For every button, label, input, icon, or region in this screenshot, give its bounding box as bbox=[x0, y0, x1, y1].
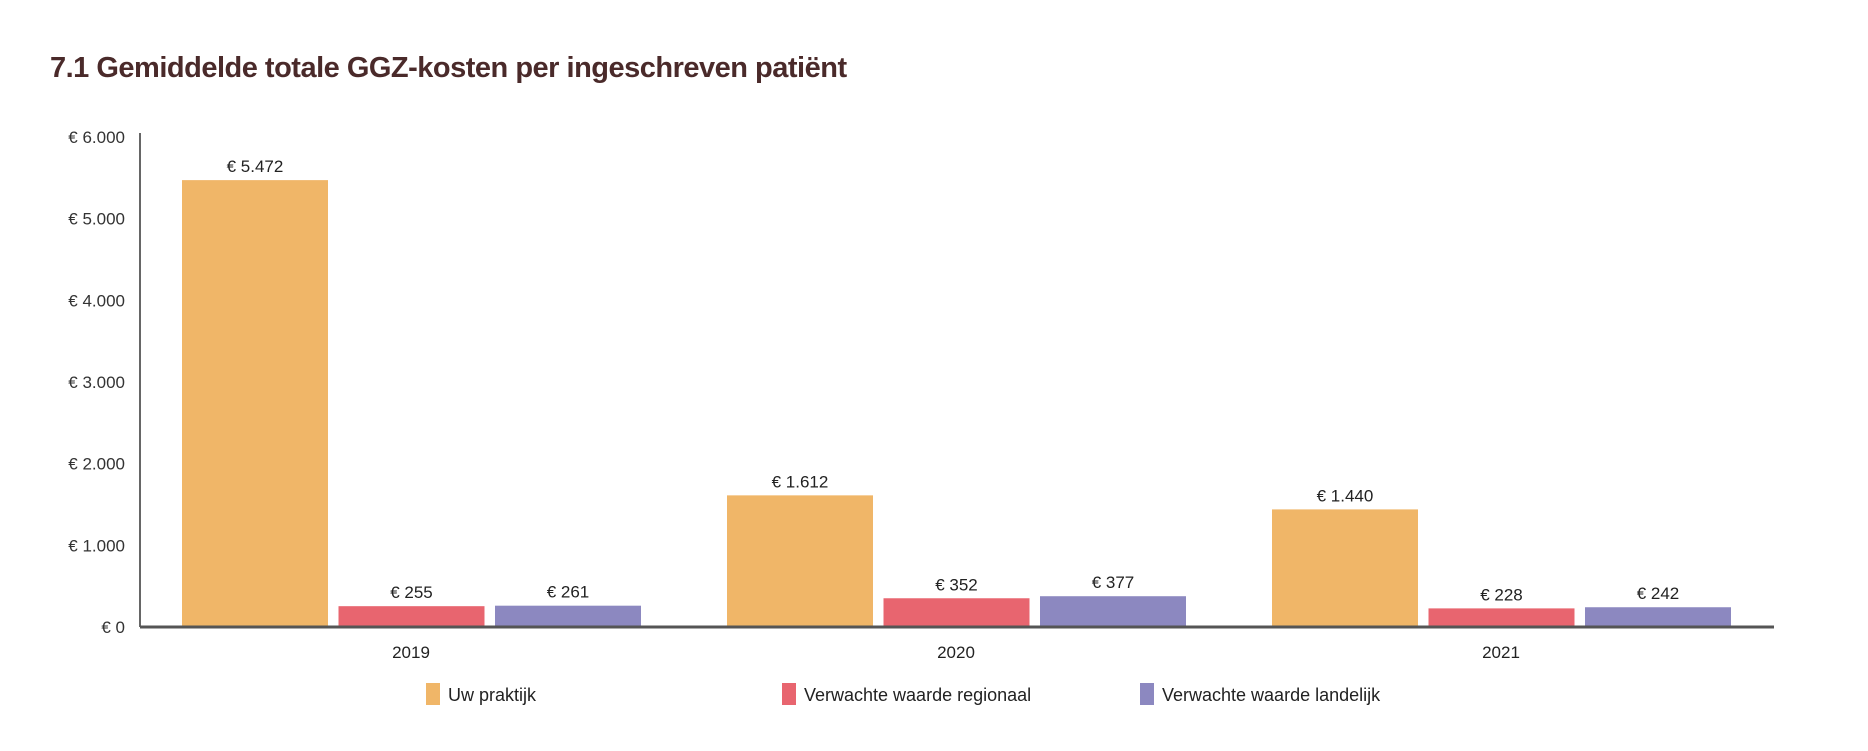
y-tick-label: € 5.000 bbox=[68, 210, 125, 229]
x-tick-label: 2020 bbox=[937, 643, 975, 662]
data-label: € 377 bbox=[1092, 573, 1135, 592]
y-tick-label: € 4.000 bbox=[68, 291, 125, 310]
data-label: € 5.472 bbox=[227, 157, 284, 176]
legend-swatch bbox=[1140, 683, 1154, 705]
y-tick-label: € 3.000 bbox=[68, 373, 125, 392]
x-tick-label: 2021 bbox=[1482, 643, 1520, 662]
chart-title: 7.1 Gemiddelde totale GGZ-kosten per ing… bbox=[50, 52, 847, 84]
bar-2021-2 bbox=[1585, 607, 1731, 627]
data-label: € 261 bbox=[547, 583, 590, 602]
data-label: € 1.440 bbox=[1317, 486, 1374, 505]
x-tick-label: 2019 bbox=[392, 643, 430, 662]
y-tick-label: € 6.000 bbox=[68, 128, 125, 147]
bar-2019-2 bbox=[495, 605, 641, 627]
y-tick-label: € 2.000 bbox=[68, 455, 125, 474]
legend-label: Uw praktijk bbox=[448, 685, 537, 705]
legend-label: Verwachte waarde regionaal bbox=[804, 685, 1031, 705]
bar-2020-0 bbox=[727, 495, 873, 627]
bar-2020-2 bbox=[1040, 596, 1186, 627]
data-label: € 352 bbox=[935, 575, 978, 594]
bar-2021-1 bbox=[1428, 608, 1575, 627]
data-label: € 1.612 bbox=[772, 472, 829, 491]
y-tick-label: € 0 bbox=[101, 618, 125, 637]
data-label: € 242 bbox=[1637, 584, 1680, 603]
bar-2021-0 bbox=[1272, 509, 1418, 627]
bar-2020-1 bbox=[883, 598, 1030, 627]
data-label: € 228 bbox=[1480, 585, 1523, 604]
data-label: € 255 bbox=[390, 583, 433, 602]
bar-2019-1 bbox=[338, 606, 485, 627]
legend-swatch bbox=[426, 683, 440, 705]
legend-swatch bbox=[782, 683, 796, 705]
legend-label: Verwachte waarde landelijk bbox=[1162, 685, 1381, 705]
y-tick-label: € 1.000 bbox=[68, 536, 125, 555]
bar-2019-0 bbox=[182, 180, 328, 627]
